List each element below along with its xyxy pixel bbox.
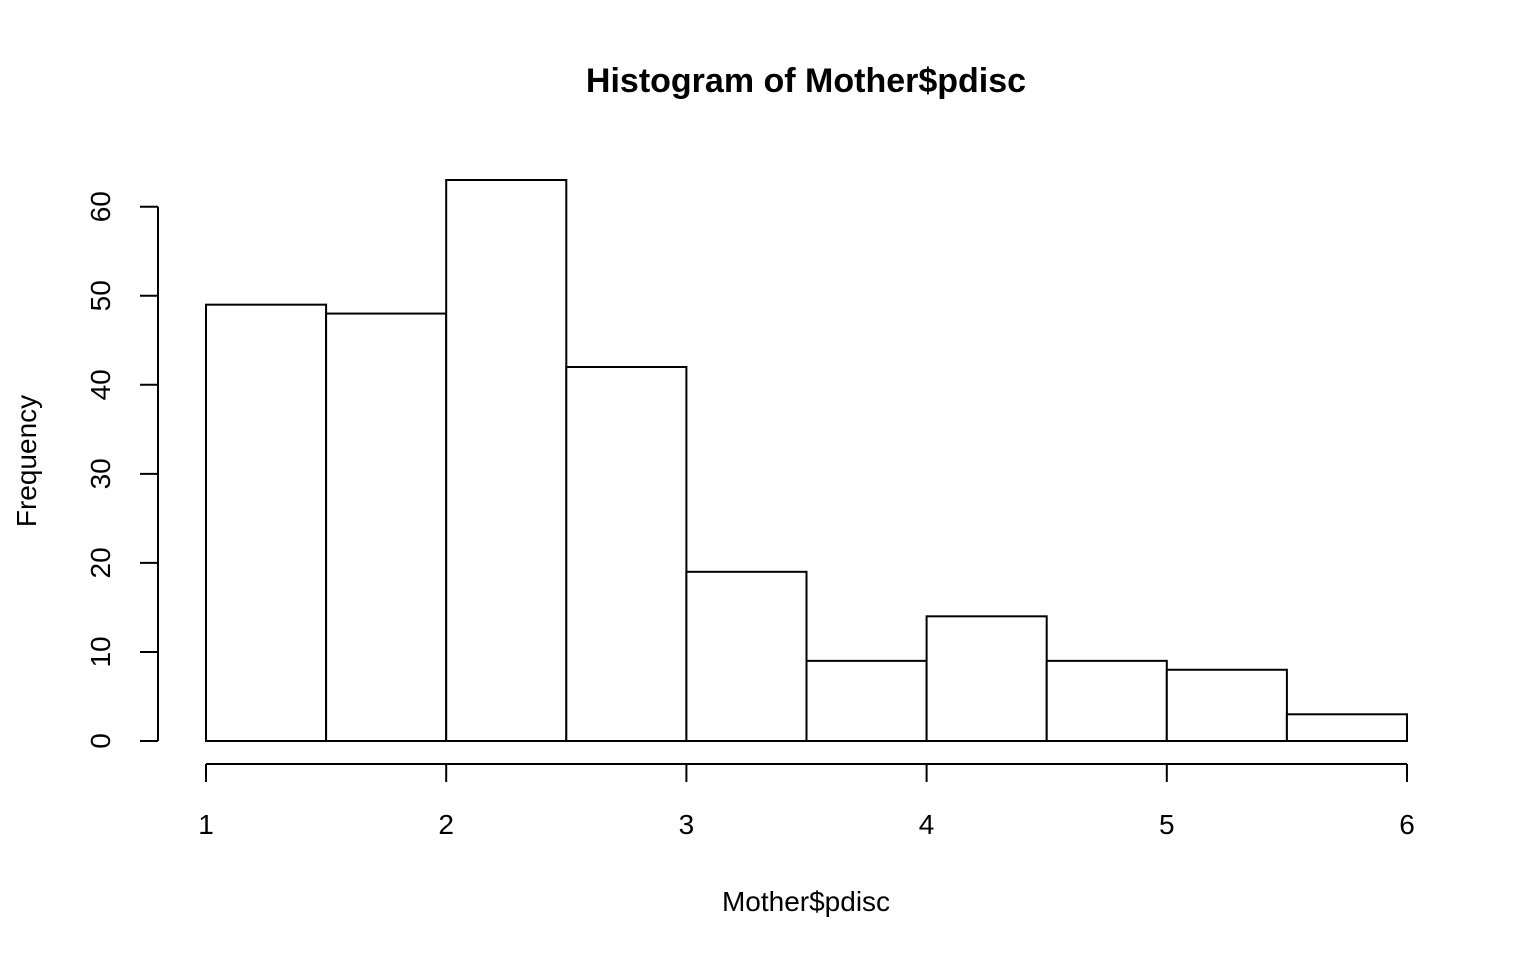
histogram-bar xyxy=(1045,659,1168,742)
x-tick-label: 6 xyxy=(1399,809,1415,840)
y-tick-label: 0 xyxy=(85,733,116,749)
y-axis: 0 10 20 30 40 50 60 xyxy=(85,191,159,749)
histogram-bar xyxy=(445,179,568,742)
histogram-bar xyxy=(685,570,808,742)
chart-title: Histogram of Mother$pdisc xyxy=(586,62,1026,100)
histogram-bar xyxy=(1285,713,1409,742)
bars-group xyxy=(205,179,1409,742)
y-tick-label: 10 xyxy=(85,636,116,667)
x-axis-label: Mother$pdisc xyxy=(722,886,890,917)
x-tick-label: 4 xyxy=(919,809,935,840)
y-axis-label: Frequency xyxy=(11,395,42,527)
y-tick-label: 40 xyxy=(85,369,116,400)
histogram-bar xyxy=(205,303,328,742)
histogram-bar xyxy=(925,615,1048,742)
y-tick-label: 50 xyxy=(85,280,116,311)
histogram-bar xyxy=(1165,668,1288,742)
histogram-bar xyxy=(805,659,928,742)
x-tick-label: 1 xyxy=(198,809,214,840)
x-tick-label: 2 xyxy=(438,809,454,840)
x-tick-label: 3 xyxy=(679,809,695,840)
histogram-bar xyxy=(325,312,448,742)
histogram-bar xyxy=(565,366,688,742)
y-tick-label: 20 xyxy=(85,547,116,578)
x-axis: 1 2 3 4 5 6 xyxy=(198,763,1415,840)
x-tick-label: 5 xyxy=(1159,809,1175,840)
y-tick-label: 30 xyxy=(85,458,116,489)
y-tick-label: 60 xyxy=(85,191,116,222)
